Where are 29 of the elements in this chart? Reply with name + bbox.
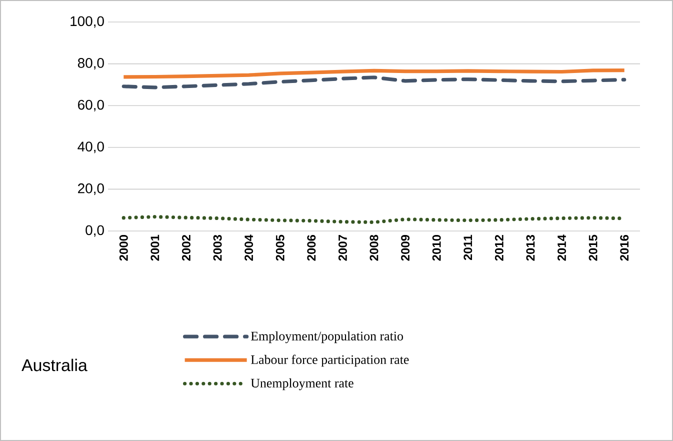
- x-tick-label: 2014: [558, 234, 566, 261]
- x-tick-label: 2004: [244, 234, 254, 261]
- x-tick-label: 2002: [182, 235, 190, 261]
- y-tick-label: 100,0: [70, 16, 104, 28]
- y-tick-label: 80,0: [78, 58, 104, 70]
- y-tick-label: 40,0: [78, 142, 104, 154]
- x-tick-label: 2015: [588, 234, 598, 261]
- x-tick-label: 2012: [494, 235, 504, 261]
- line-series: [122, 68, 626, 79]
- legend-label: Labour force participation rate: [250, 354, 409, 367]
- x-tick-label: 2007: [338, 235, 347, 261]
- x-tick-label: 2003: [213, 234, 222, 261]
- x-tick-label: 2009: [401, 234, 410, 261]
- x-tick-label: 2016: [620, 234, 629, 261]
- x-tick-label: 2011: [464, 234, 472, 260]
- legend-label: Unemployment rate: [250, 378, 354, 390]
- line-series: [122, 76, 626, 90]
- legend-label: Employment/population ratio: [250, 331, 404, 344]
- y-tick-label: 60,0: [78, 100, 104, 112]
- text: Australia: [22, 358, 88, 372]
- y-tick-label: 20,0: [78, 183, 104, 195]
- x-tick-label: 2006: [307, 234, 316, 261]
- x-tick-label: 2013: [526, 234, 535, 261]
- y-tick-label: 0,0: [86, 225, 104, 237]
- x-tick-label: 2008: [370, 234, 378, 261]
- x-tick-label: 2000: [119, 235, 128, 261]
- x-tick-label: 2001: [150, 234, 160, 261]
- x-tick-label: 2005: [276, 234, 284, 261]
- x-tick-label: 2010: [432, 235, 441, 261]
